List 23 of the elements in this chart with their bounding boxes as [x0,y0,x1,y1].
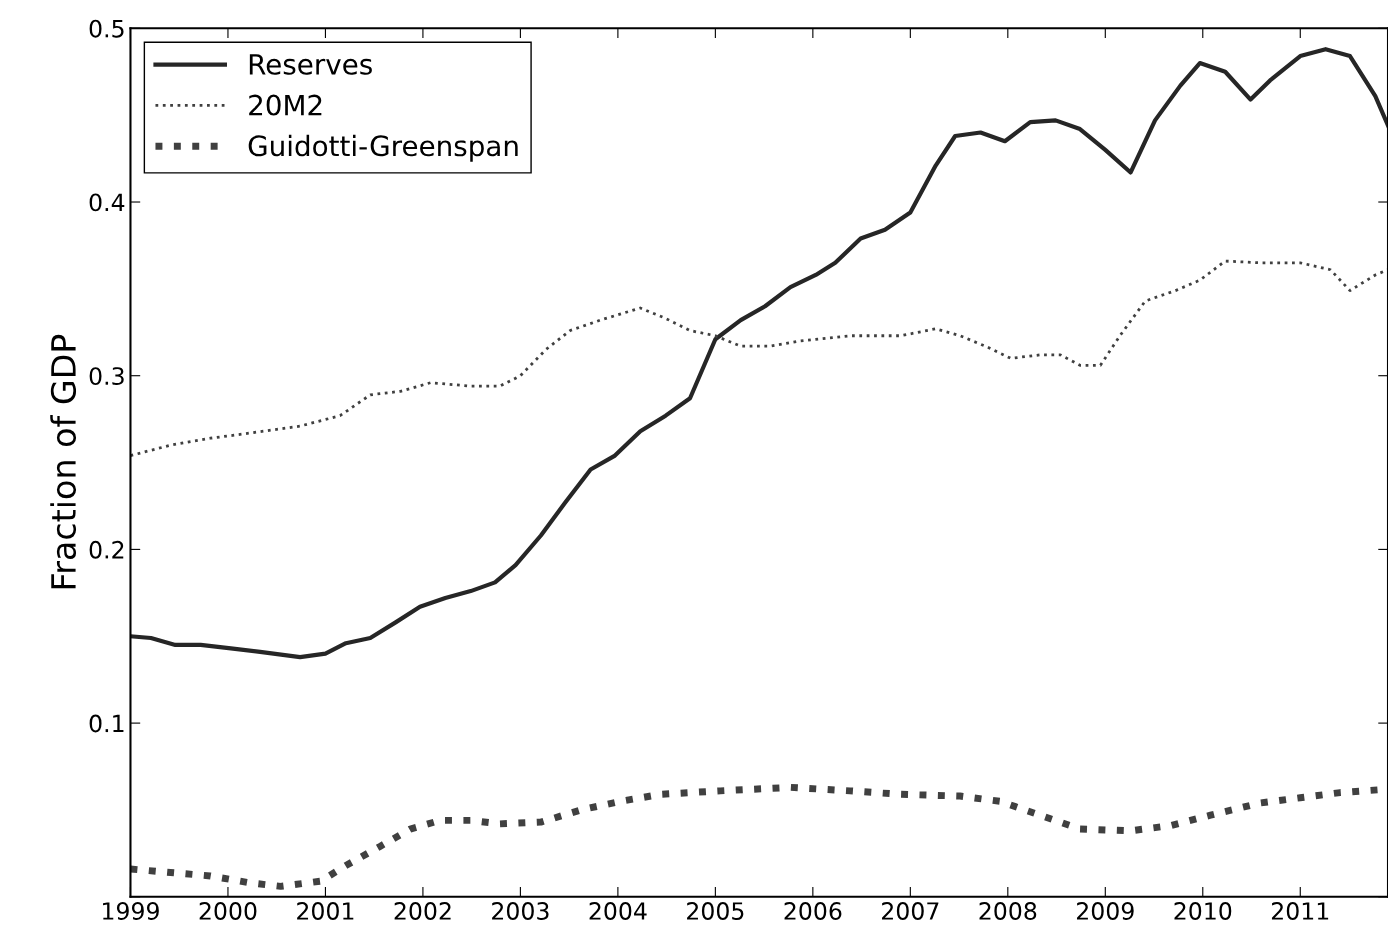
x-tick-label: 2003 [492,902,549,920]
x-tick-label: 2006 [784,902,842,920]
x-tick-label: 1999 [103,902,159,920]
legend-label: Reserves [249,54,372,75]
y-axis-title: Fraction of GDP [50,334,77,589]
y-tick-label: 0.3 [89,367,124,386]
x-tick-label: 2001 [297,902,354,920]
x-tick-label: 2005 [687,902,744,920]
x-tick-label: 2011 [1271,902,1329,920]
x-tick-label: 2000 [199,902,257,920]
y-tick-label: 0.2 [89,540,124,559]
legend-label: 20M2 [249,94,322,116]
y-tick-label: 0.5 [89,19,124,38]
legend-label: Guidotti-Greenspan [248,134,518,162]
x-tick-label: 2009 [1076,902,1134,920]
x-tick-label: 2007 [882,902,939,920]
y-tick-label: 0.1 [89,714,124,733]
x-tick-label: 2004 [589,902,647,920]
x-tick-label: 2002 [394,902,451,920]
line-series [130,47,1388,660]
x-tick-label: 2008 [979,902,1037,920]
y-tick-label: 0.4 [89,193,125,212]
x-tick-label: 2010 [1174,902,1232,920]
